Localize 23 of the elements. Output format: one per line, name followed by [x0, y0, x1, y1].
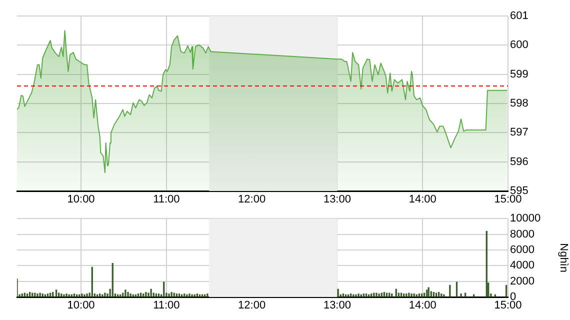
x-tick-label: 12:00: [238, 194, 266, 206]
y-tick-label: 598: [510, 98, 528, 110]
x-tick-label: 11:00: [153, 194, 180, 206]
y-tick-label: 8000: [510, 228, 534, 240]
y-tick-label: 601: [510, 10, 528, 22]
x-tick-label: 13:00: [323, 194, 351, 206]
y-tick-label: 597: [510, 126, 528, 139]
y-tick-label: 4000: [510, 260, 534, 272]
x-tick-label: 10:00: [67, 300, 95, 312]
x-tick-label: 10:00: [67, 194, 95, 206]
x-tick-label: 13:00: [323, 300, 351, 312]
y-tick-label: 596: [510, 156, 528, 168]
x-tick-label: 12:00: [238, 300, 266, 312]
x-tick-label: 11:00: [153, 300, 180, 312]
y-tick-label: 6000: [510, 244, 534, 256]
y-tick-label: 600: [510, 39, 528, 52]
x-tick-label: 14:00: [408, 194, 436, 206]
y-tick-label: 599: [510, 68, 528, 80]
y-tick-label: 10000: [510, 212, 541, 225]
x-tick-label: 15:00: [494, 300, 522, 312]
y-axis-title: Nghìn: [557, 243, 570, 272]
y-tick-label: 2000: [510, 275, 534, 288]
x-tick-label: 14:00: [408, 300, 436, 312]
